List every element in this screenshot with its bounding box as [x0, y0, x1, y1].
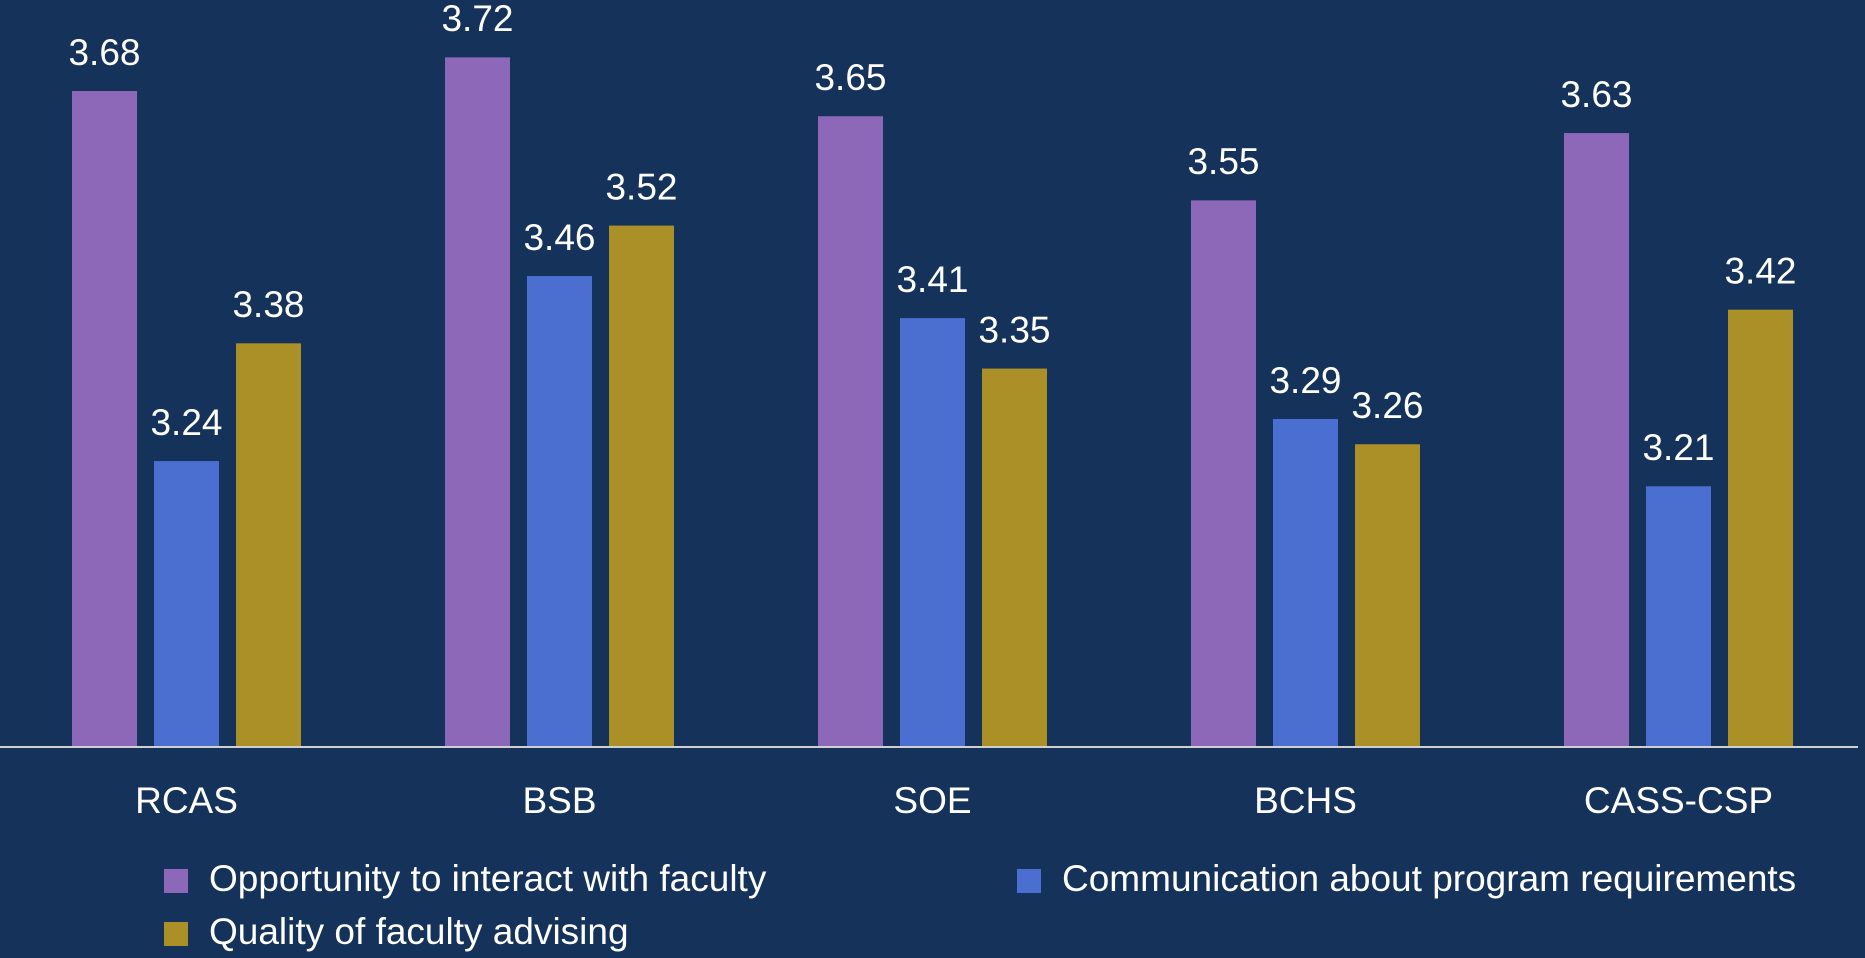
bar [1646, 486, 1711, 747]
bar [154, 461, 219, 747]
legend-label: Opportunity to interact with faculty [209, 858, 767, 899]
bar [900, 318, 965, 747]
data-label: 3.68 [68, 32, 140, 73]
data-label: 3.46 [523, 217, 595, 258]
data-label: 3.35 [978, 309, 1050, 350]
data-label: 3.21 [1642, 427, 1714, 468]
bar [236, 343, 301, 747]
data-label: 3.38 [232, 284, 304, 325]
data-label: 3.63 [1560, 74, 1632, 115]
data-label: 3.72 [441, 0, 513, 39]
data-label: 3.29 [1269, 360, 1341, 401]
data-label: 3.65 [814, 57, 886, 98]
bar [1191, 200, 1256, 748]
bar [72, 91, 137, 747]
legend-swatch [164, 922, 188, 946]
data-label: 3.24 [150, 402, 222, 443]
legend-swatch [164, 869, 188, 893]
data-label: 3.52 [605, 166, 677, 207]
data-label: 3.42 [1724, 250, 1796, 291]
x-tick-label: BSB [522, 780, 596, 821]
bar [1728, 309, 1793, 747]
bar [527, 276, 592, 747]
legend-label: Communication about program requirements [1062, 858, 1796, 899]
x-tick-label: CASS-CSP [1584, 780, 1773, 821]
data-label: 3.55 [1187, 141, 1259, 182]
bar [1273, 419, 1338, 747]
data-label: 3.26 [1351, 385, 1423, 426]
bar [982, 368, 1047, 747]
x-tick-label: BCHS [1254, 780, 1357, 821]
bar [609, 225, 674, 747]
legend-label: Quality of faculty advising [209, 911, 629, 952]
x-tick-label: RCAS [135, 780, 238, 821]
bar [445, 57, 510, 747]
bar [1355, 444, 1420, 747]
legend-swatch [1017, 869, 1041, 893]
x-tick-label: SOE [893, 780, 971, 821]
bar [818, 116, 883, 747]
bar [1564, 133, 1629, 747]
data-label: 3.41 [896, 259, 968, 300]
